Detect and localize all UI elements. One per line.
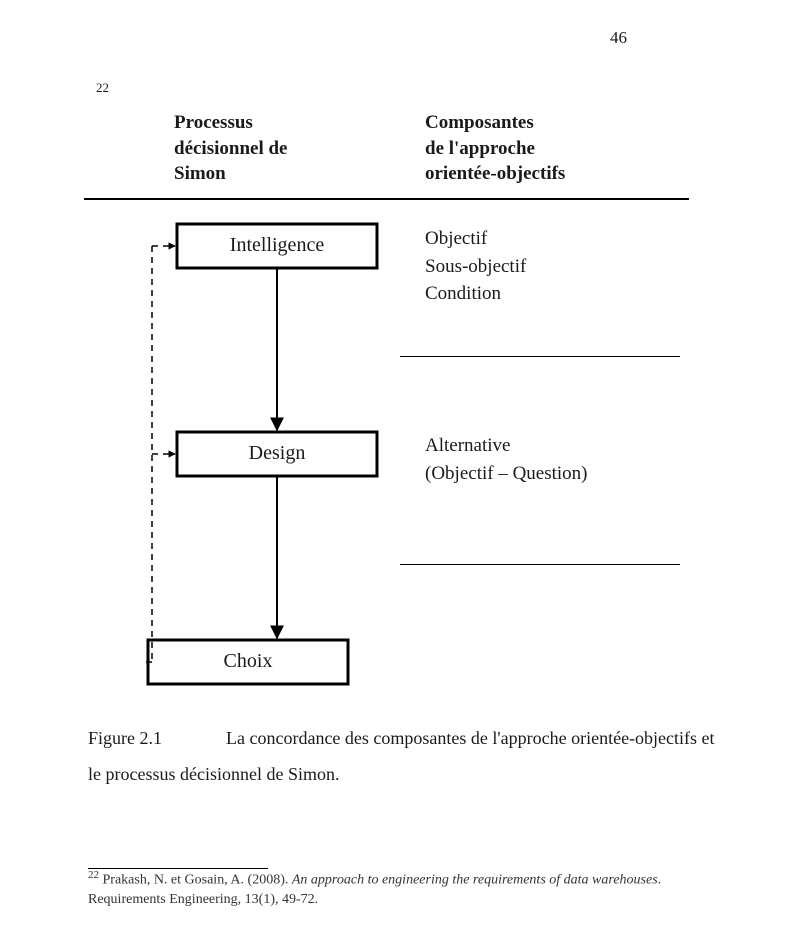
- footnote-authors: Prakash, N. et Gosain, A. (2008).: [103, 873, 292, 888]
- annotation-separator-1: [400, 356, 680, 357]
- figure-caption: Figure 2.1 La concordance des composante…: [88, 720, 749, 792]
- annot-intel-l1: Objectif: [425, 228, 487, 249]
- annot-intel-l3: Condition: [425, 283, 501, 304]
- annot-design-l2: (Objectif – Question): [425, 463, 588, 484]
- node-label-intelligence: Intelligence: [177, 234, 377, 257]
- footnote-number: 22: [88, 869, 99, 881]
- caption-text-1: La concordance des composantes de l'appr…: [226, 728, 715, 748]
- node-label-design: Design: [177, 442, 377, 465]
- annot-intel-l2: Sous-objectif: [425, 256, 526, 277]
- footnote-title: An approach to engineering the requireme…: [292, 873, 658, 888]
- caption-label: Figure 2.1: [88, 728, 162, 748]
- annotation-separator-2: [400, 564, 680, 565]
- node-label-choix: Choix: [148, 650, 348, 673]
- caption-text-2: le processus décisionnel de Simon.: [88, 764, 339, 784]
- annotation-design: Alternative (Objectif – Question): [425, 432, 588, 487]
- page: 46 22 Processus décisionnel de Simon Com…: [0, 0, 789, 931]
- annot-design-l1: Alternative: [425, 435, 510, 456]
- annotation-intelligence: Objectif Sous-objectif Condition: [425, 225, 526, 308]
- footnote: 22 Prakash, N. et Gosain, A. (2008). An …: [88, 868, 688, 910]
